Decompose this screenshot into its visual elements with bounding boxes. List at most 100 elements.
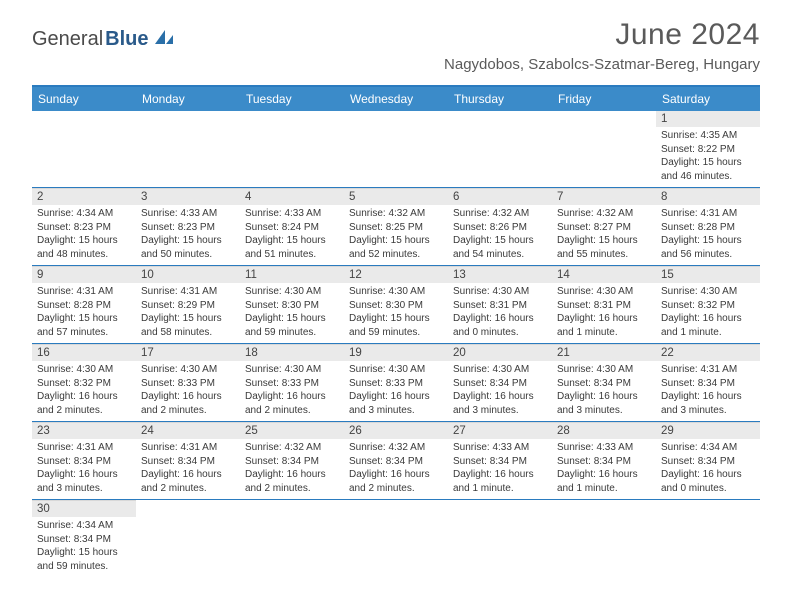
sunrise-line: Sunrise: 4:32 AM [349, 207, 443, 221]
day-info: Sunrise: 4:34 AMSunset: 8:34 PMDaylight:… [37, 519, 131, 573]
day-header: Tuesday [240, 87, 344, 111]
calendar-day: 6 Sunrise: 4:32 AMSunset: 8:26 PMDaylight… [448, 188, 552, 265]
day-number: 17 [136, 345, 240, 361]
day-info: Sunrise: 4:31 AMSunset: 8:28 PMDaylight:… [37, 285, 131, 339]
location-text: Nagydobos, Szabolcs-Szatmar-Bereg, Hunga… [444, 56, 760, 73]
daylight-line: Daylight: 16 hours and 1 minute. [557, 312, 651, 339]
day-number: 18 [240, 345, 344, 361]
calendar-day-empty [552, 500, 656, 577]
calendar-day-empty [136, 500, 240, 577]
day-number: 29 [656, 423, 760, 439]
sunset-line: Sunset: 8:34 PM [141, 455, 235, 469]
calendar: SundayMondayTuesdayWednesdayThursdayFrid… [32, 85, 760, 577]
calendar-day: 16Sunrise: 4:30 AMSunset: 8:32 PMDayligh… [32, 344, 136, 421]
calendar-day: 8Sunrise: 4:31 AMSunset: 8:28 PMDaylight… [656, 188, 760, 265]
daylight-line: Daylight: 15 hours and 55 minutes. [557, 234, 651, 261]
sunrise-line: Sunrise: 4:33 AM [245, 207, 339, 221]
sunset-line: Sunset: 8:26 PM [453, 221, 547, 235]
sunset-line: Sunset: 8:30 PM [245, 299, 339, 313]
calendar-day-empty [552, 111, 656, 187]
sunrise-line: Sunrise: 4:32 AM [557, 207, 651, 221]
daylight-line: Daylight: 15 hours and 59 minutes. [245, 312, 339, 339]
daylight-line: Daylight: 15 hours and 54 minutes. [453, 234, 547, 261]
calendar-week: 16Sunrise: 4:30 AMSunset: 8:32 PMDayligh… [32, 344, 760, 422]
calendar-day: 22 Sunrise: 4:31 AMSunset: 8:34 PMDayligh… [656, 344, 760, 421]
day-info: Sunrise: 4:30 AMSunset: 8:31 PMDaylight:… [453, 285, 547, 339]
day-number: 27 [448, 423, 552, 439]
daylight-line: Daylight: 15 hours and 51 minutes. [245, 234, 339, 261]
day-info: Sunrise: 4:32 AMSunset: 8:34 PMDaylight:… [349, 441, 443, 495]
calendar-day: 13 Sunrise: 4:30 AMSunset: 8:31 PMDayligh… [448, 266, 552, 343]
day-number: 16 [32, 345, 136, 361]
day-number: 1 [656, 111, 760, 127]
day-number: 13 [448, 267, 552, 283]
daylight-line: Daylight: 15 hours and 56 minutes. [661, 234, 755, 261]
daylight-line: Daylight: 15 hours and 48 minutes. [37, 234, 131, 261]
sunrise-line: Sunrise: 4:30 AM [245, 285, 339, 299]
day-number: 3 [136, 189, 240, 205]
calendar-day: 27 Sunrise: 4:33 AMSunset: 8:34 PMDayligh… [448, 422, 552, 499]
daylight-line: Daylight: 16 hours and 3 minutes. [661, 390, 755, 417]
calendar-day: 15 Sunrise: 4:30 AMSunset: 8:32 PMDayligh… [656, 266, 760, 343]
calendar-day: 12Sunrise: 4:30 AMSunset: 8:30 PMDayligh… [344, 266, 448, 343]
day-info: Sunrise: 4:32 AMSunset: 8:25 PMDaylight:… [349, 207, 443, 261]
sunrise-line: Sunrise: 4:30 AM [349, 363, 443, 377]
sunset-line: Sunset: 8:23 PM [37, 221, 131, 235]
day-number: 14 [552, 267, 656, 283]
calendar-day: 17Sunrise: 4:30 AMSunset: 8:33 PMDayligh… [136, 344, 240, 421]
sunset-line: Sunset: 8:28 PM [661, 221, 755, 235]
sunset-line: Sunset: 8:34 PM [661, 455, 755, 469]
sunrise-line: Sunrise: 4:30 AM [661, 285, 755, 299]
daylight-line: Daylight: 16 hours and 1 minute. [661, 312, 755, 339]
calendar-day: 19Sunrise: 4:30 AMSunset: 8:33 PMDayligh… [344, 344, 448, 421]
daylight-line: Daylight: 15 hours and 57 minutes. [37, 312, 131, 339]
calendar-week: 2Sunrise: 4:34 AMSunset: 8:23 PMDaylight… [32, 188, 760, 266]
sunset-line: Sunset: 8:28 PM [37, 299, 131, 313]
calendar-week: 30Sunrise: 4:34 AMSunset: 8:34 PMDayligh… [32, 500, 760, 577]
day-info: Sunrise: 4:31 AMSunset: 8:29 PMDaylight:… [141, 285, 235, 339]
calendar-day: 1Sunrise: 4:35 AMSunset: 8:22 PMDaylight… [656, 111, 760, 187]
sunrise-line: Sunrise: 4:31 AM [141, 285, 235, 299]
day-number: 25 [240, 423, 344, 439]
day-info: Sunrise: 4:32 AMSunset: 8:34 PMDaylight:… [245, 441, 339, 495]
sunset-line: Sunset: 8:34 PM [661, 377, 755, 391]
calendar-day: 11Sunrise: 4:30 AMSunset: 8:30 PMDayligh… [240, 266, 344, 343]
day-info: Sunrise: 4:30 AMSunset: 8:33 PMDaylight:… [245, 363, 339, 417]
sunset-line: Sunset: 8:27 PM [557, 221, 651, 235]
day-number: 28 [552, 423, 656, 439]
sunset-line: Sunset: 8:30 PM [349, 299, 443, 313]
day-info: Sunrise: 4:31 AMSunset: 8:34 PMDaylight:… [141, 441, 235, 495]
day-header: Saturday [656, 87, 760, 111]
daylight-line: Daylight: 16 hours and 2 minutes. [141, 390, 235, 417]
calendar-day-empty [344, 500, 448, 577]
sunrise-line: Sunrise: 4:30 AM [37, 363, 131, 377]
calendar-day: 9Sunrise: 4:31 AMSunset: 8:28 PMDaylight… [32, 266, 136, 343]
day-number: 2 [32, 189, 136, 205]
calendar-day: 10Sunrise: 4:31 AMSunset: 8:29 PMDayligh… [136, 266, 240, 343]
day-info: Sunrise: 4:33 AMSunset: 8:34 PMDaylight:… [453, 441, 547, 495]
daylight-line: Daylight: 16 hours and 3 minutes. [557, 390, 651, 417]
calendar-week: 9Sunrise: 4:31 AMSunset: 8:28 PMDaylight… [32, 266, 760, 344]
sunrise-line: Sunrise: 4:31 AM [661, 363, 755, 377]
sunset-line: Sunset: 8:34 PM [37, 455, 131, 469]
calendar-day: 3Sunrise: 4:33 AMSunset: 8:23 PMDaylight… [136, 188, 240, 265]
sunset-line: Sunset: 8:32 PM [661, 299, 755, 313]
calendar-day-empty [344, 111, 448, 187]
day-number: 22 [656, 345, 760, 361]
day-info: Sunrise: 4:32 AMSunset: 8:27 PMDaylight:… [557, 207, 651, 261]
day-number: 24 [136, 423, 240, 439]
sunrise-line: Sunrise: 4:30 AM [557, 363, 651, 377]
day-number: 15 [656, 267, 760, 283]
sunrise-line: Sunrise: 4:33 AM [141, 207, 235, 221]
day-number: 6 [448, 189, 552, 205]
daylight-line: Daylight: 15 hours and 59 minutes. [37, 546, 131, 573]
calendar-day: 18 Sunrise: 4:30 AMSunset: 8:33 PMDayligh… [240, 344, 344, 421]
calendar-day: 2Sunrise: 4:34 AMSunset: 8:23 PMDaylight… [32, 188, 136, 265]
daylight-line: Daylight: 16 hours and 0 minutes. [661, 468, 755, 495]
calendar-week: 1Sunrise: 4:35 AMSunset: 8:22 PMDaylight… [32, 111, 760, 188]
day-header: Friday [552, 87, 656, 111]
day-number: 7 [552, 189, 656, 205]
day-info: Sunrise: 4:32 AMSunset: 8:26 PMDaylight:… [453, 207, 547, 261]
sunrise-line: Sunrise: 4:30 AM [245, 363, 339, 377]
daylight-line: Daylight: 15 hours and 50 minutes. [141, 234, 235, 261]
